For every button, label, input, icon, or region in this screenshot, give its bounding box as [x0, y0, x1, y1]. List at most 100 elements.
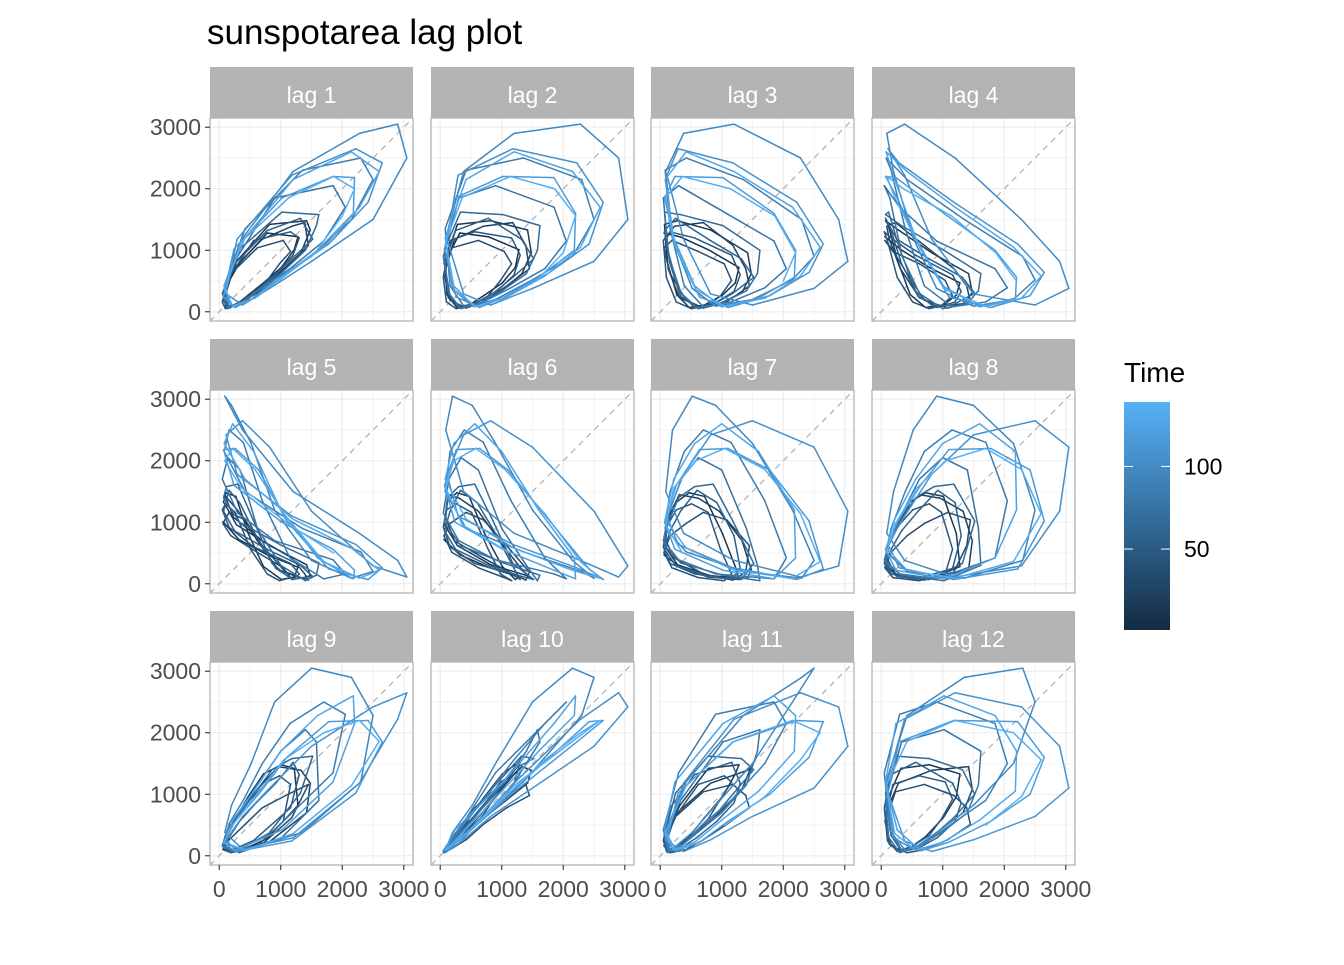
- lag-path-segment: [252, 450, 282, 511]
- lag-path-segment: [461, 175, 512, 199]
- lag-path-segment: [994, 249, 1018, 279]
- lag-path-segment: [796, 568, 824, 581]
- facet-strip: [651, 339, 854, 390]
- lag-path-segment: [691, 804, 717, 834]
- lag-path-segment: [808, 243, 824, 274]
- lag-path-segment: [282, 567, 292, 579]
- lag-path-segment: [941, 423, 981, 445]
- lag-path-segment: [579, 123, 620, 159]
- lag-path-segment: [884, 799, 890, 839]
- lag-path-segment: [350, 547, 380, 571]
- lag-path-segment: [751, 442, 794, 511]
- lag-path-segment: [445, 196, 464, 243]
- lag-path-segment: [953, 483, 976, 522]
- lag-path-segment: [512, 562, 535, 581]
- lag-path-segment: [967, 539, 974, 571]
- lag-path-segment: [1034, 420, 1070, 448]
- lag-path-segment: [903, 123, 956, 159]
- lag-path-segment: [677, 148, 734, 164]
- lag-path-segment: [487, 235, 520, 251]
- lag-path-segment: [232, 790, 255, 821]
- lag-path-segment: [782, 251, 797, 282]
- lag-path-segment: [709, 769, 749, 784]
- lag-path-segment: [1020, 468, 1042, 515]
- lag-path-segment: [1034, 287, 1070, 306]
- lag-path-segment: [691, 287, 717, 307]
- lag-path-segment: [465, 784, 515, 835]
- lag-path-segment: [544, 512, 582, 563]
- lag-path-segment: [292, 784, 353, 835]
- panel-border: [430, 117, 635, 322]
- lag-path-segment: [233, 484, 283, 524]
- lag-path-segment: [617, 157, 629, 221]
- lag-path-segment: [520, 575, 535, 581]
- lag-path-segment: [268, 260, 313, 290]
- y-tick-label: 0: [188, 571, 201, 597]
- lag-path-segment: [476, 501, 498, 537]
- lag-path-segment: [697, 497, 721, 512]
- lag-path-segment: [477, 567, 505, 579]
- lag-path-segment: [707, 248, 740, 269]
- lag-path-segment: [791, 667, 815, 703]
- lag-path-segment: [796, 719, 824, 723]
- lag-path-segment: [304, 224, 318, 252]
- lag-path-segment: [722, 695, 775, 725]
- lag-path-segment: [232, 447, 256, 471]
- lag-path-segment: [685, 151, 735, 173]
- lag-path-segment: [531, 509, 574, 562]
- lag-path-segment: [465, 518, 515, 549]
- lag-path-segment: [945, 447, 987, 462]
- lag-path-segment: [914, 442, 944, 480]
- lag-path-segment: [396, 123, 408, 159]
- lag-path-segment: [332, 722, 356, 783]
- lag-path-segment: [890, 237, 917, 256]
- lag-path-segment: [682, 238, 712, 295]
- lag-path-segment: [513, 547, 574, 571]
- legend-tick-label: 50: [1184, 536, 1210, 562]
- lag-path-segment: [972, 762, 1015, 807]
- lag-path-segment: [442, 512, 460, 542]
- lag-path-segment: [244, 478, 294, 520]
- lag-path-segment: [223, 841, 246, 851]
- legend-colorbar: [1124, 402, 1170, 630]
- panel-border: [209, 389, 414, 594]
- lag-path-segment: [685, 740, 735, 787]
- color-legend: Time 50 100: [1124, 357, 1222, 630]
- lag-path-segment: [305, 219, 312, 231]
- lag-path-segment: [1029, 469, 1045, 522]
- lag-path-segment: [332, 184, 347, 208]
- lag-path-segment: [682, 532, 735, 562]
- lag-path-segment: [222, 491, 227, 503]
- lag-path-segment: [323, 719, 361, 734]
- lag-path-segment: [510, 267, 546, 289]
- lag-path-segment: [978, 790, 1017, 821]
- lag-path-segment: [939, 497, 964, 512]
- lag-path-segment: [573, 212, 577, 252]
- lag-path-segment: [244, 832, 294, 851]
- lag-path-segment: [367, 162, 383, 204]
- y-tick-label: 3000: [150, 386, 201, 412]
- lag-path-segment: [837, 218, 849, 263]
- lag-path-segment: [887, 148, 900, 164]
- facet-strip: [431, 67, 634, 118]
- lag-path-segment: [923, 511, 949, 525]
- lag-path-segment: [665, 175, 684, 199]
- lag-path-segment: [977, 750, 982, 786]
- lag-path-segment: [579, 559, 620, 578]
- lag-path-segment: [579, 692, 620, 720]
- lag-path-segment: [459, 232, 489, 238]
- lag-path-segment: [698, 820, 729, 843]
- lag-path-segment: [906, 522, 926, 537]
- lag-path-segment: [894, 487, 918, 526]
- lag-path-segment: [449, 823, 465, 845]
- lag-path-segment: [702, 301, 732, 308]
- lag-path-segment: [280, 248, 296, 269]
- lag-path-segment: [457, 539, 497, 561]
- lag-path-segment: [454, 781, 504, 831]
- lag-path-segment: [261, 816, 293, 845]
- lag-path-segment: [677, 184, 717, 208]
- lag-path-segment: [668, 255, 682, 295]
- lag-path-segment: [669, 522, 687, 537]
- lag-path-segment: [923, 783, 955, 797]
- lag-path-segment: [230, 762, 252, 807]
